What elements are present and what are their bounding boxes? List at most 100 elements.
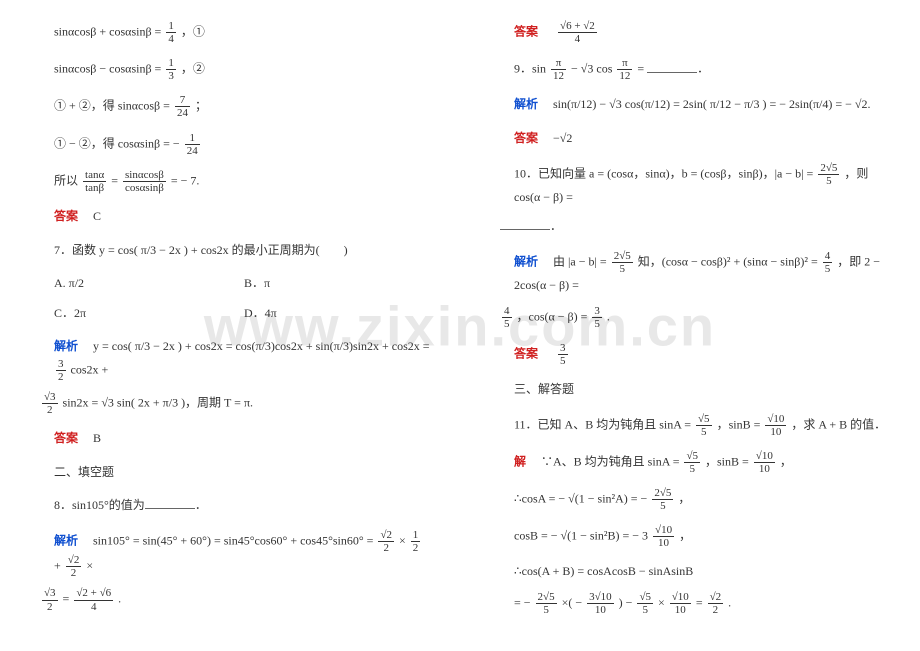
- question-8: 8．sin105°的值为 ．: [40, 495, 432, 517]
- a8-f2: 12: [411, 529, 421, 554]
- a10-l2-f2: 35: [592, 305, 602, 330]
- s11-l1-tail: ，: [780, 454, 792, 468]
- a7-body2: sin2x = √3 sin( 2x + π/3 )，周期 T = π.: [63, 395, 253, 409]
- question-10-line2: ．: [500, 216, 892, 238]
- answer-8-label: 答案: [514, 24, 538, 38]
- answer-8-frac: √6 + √24: [558, 20, 597, 45]
- analysis-8-label: 解析: [54, 533, 78, 547]
- q10-blank: [500, 218, 550, 230]
- eq3a-frac: 724: [175, 94, 190, 119]
- eq-line-1: sinαcosβ + cosαsinβ = 14 ，①: [40, 20, 432, 45]
- q7-choices-row1: A. π/2 B．π: [40, 273, 432, 295]
- s11-l5-f2: 3√1010: [587, 591, 614, 616]
- s11-l5-f4: √1010: [670, 591, 691, 616]
- s11-l2a: ∴cosA = − √(1 − sin²A) = −: [514, 491, 650, 505]
- answer-6-val: C: [81, 209, 101, 223]
- q8-blank: [145, 497, 195, 509]
- s11-l1-f1: √55: [684, 450, 700, 475]
- question-7: 7．函数 y = cos( π/3 − 2x ) + cos2x 的最小正周期为…: [40, 240, 432, 262]
- a10-l2-dot: .: [607, 309, 610, 323]
- q9-f2: π12: [617, 57, 632, 82]
- q10-dot: ．: [550, 219, 562, 233]
- answer-9: 答案 −√2: [500, 128, 892, 150]
- solve-11-label: 解: [514, 454, 526, 468]
- s11-l3-tail: ，: [679, 529, 691, 543]
- q11-tail: ，求 A + B 的值．: [791, 417, 886, 431]
- analysis-7-label: 解析: [54, 339, 78, 353]
- s11-l5a: = −: [514, 595, 534, 609]
- q11-f1: √55: [696, 413, 712, 438]
- a10-f1: 2√55: [612, 250, 633, 275]
- q10-a: 10．已知向量 a = (cosα，sinα)，b = (cosβ，sinβ)，…: [514, 166, 816, 180]
- q7-choice-d: D．4π: [244, 303, 277, 325]
- eq-line-4: 所以 tanαtanβ = sinαcosβcosαsinβ = − 7.: [40, 169, 432, 194]
- eq3a-tail: ；: [195, 99, 207, 113]
- a10-b1b: 知，(cosα − cosβ)² + (sinα − sinβ)² =: [638, 254, 821, 268]
- analysis-8-line1: 解析 sin105° = sin(45° + 60°) = sin45°cos6…: [40, 529, 432, 579]
- solution-11-line4: ∴cos(A + B) = cosAcosB − sinAsinB: [500, 561, 892, 583]
- q10-frac: 2√55: [818, 162, 839, 187]
- q8-tail: ．: [195, 498, 207, 512]
- q9-f1: π12: [551, 57, 566, 82]
- q7-paren: ( π/3 − 2x ): [134, 243, 188, 257]
- answer-6-label: 答案: [54, 209, 78, 223]
- q11-f2: √1010: [765, 413, 786, 438]
- left-page: sinαcosβ + cosαsinβ = 14 ，① sinαcosβ − c…: [0, 0, 460, 651]
- a8-l2-dot: .: [118, 592, 121, 606]
- answer-7-val: B: [81, 431, 101, 445]
- a8-m1: ×: [399, 533, 406, 547]
- eq-line-2: sinαcosβ − cosαsinβ = 13 ，②: [40, 57, 432, 82]
- eq3b-frac: 124: [185, 132, 200, 157]
- analysis-7-line2: √32 sin2x = √3 sin( 2x + π/3 )，周期 T = π.: [40, 391, 432, 416]
- s11-l2-f: 2√55: [652, 487, 673, 512]
- q7-tail: + cos2x 的最小正周期为( ): [188, 243, 348, 257]
- s11-l5-m2: ) −: [619, 595, 636, 609]
- s11-l5-m1: ×( −: [562, 595, 586, 609]
- q11-a: 11．已知 A、B 均为钝角且 sinA =: [514, 417, 694, 431]
- eq4-frac2: sinαcosβcosαsinβ: [123, 169, 166, 194]
- answer-10-frac: 35: [558, 342, 568, 367]
- eq3a-text: ① + ②，得 sinαcosβ =: [54, 99, 173, 113]
- a8-f1: √22: [378, 529, 394, 554]
- eq2-text: sinαcosβ − cosαsinβ =: [54, 62, 164, 76]
- q7-choice-c: C．2π: [54, 303, 244, 325]
- right-page: 答案 √6 + √24 9．sin π12 − √3 cos π12 = ． 解…: [460, 0, 920, 651]
- analysis-10-line1: 解析 由 |a − b| = 2√55 知，(cosα − cosβ)² + (…: [500, 250, 892, 297]
- a8-f3: √22: [66, 554, 82, 579]
- answer-9-val: −√2: [541, 131, 572, 145]
- a10-l2-f1: 45: [502, 305, 512, 330]
- section-3-heading: 三、解答题: [500, 379, 892, 401]
- eq1-frac: 14: [166, 20, 176, 45]
- analysis-10-label: 解析: [514, 254, 538, 268]
- eq-line-3a: ① + ②，得 sinαcosβ = 724 ；: [40, 94, 432, 119]
- q9-tail: =: [637, 62, 647, 76]
- analysis-9: 解析 sin(π/12) − √3 cos(π/12) = 2sin( π/12…: [500, 94, 892, 116]
- solution-11-line3: cosB = − √(1 − sin²B) = − 3 √1010 ，: [500, 524, 892, 549]
- sec3-text: 三、解答题: [514, 382, 574, 396]
- answer-10-label: 答案: [514, 346, 538, 360]
- a10-f2: 45: [823, 250, 833, 275]
- s11-l5-f3: √55: [637, 591, 653, 616]
- s11-l5-f5: √22: [708, 591, 724, 616]
- a8-body: sin105° = sin(45° + 60°) = sin45°cos60° …: [81, 533, 376, 547]
- answer-7-label: 答案: [54, 431, 78, 445]
- eq4-eq: =: [111, 173, 121, 187]
- q9-blank: [647, 61, 697, 73]
- answer-9-label: 答案: [514, 131, 538, 145]
- question-10-line1: 10．已知向量 a = (cosα，sinα)，b = (cosβ，sinβ)，…: [500, 162, 892, 209]
- a8-l2-f1: √32: [42, 587, 58, 612]
- s11-l1-f2: √1010: [754, 450, 775, 475]
- eq1-tail: ，①: [181, 24, 205, 38]
- q8-text: 8．sin105°的值为: [54, 498, 145, 512]
- analysis-7-line1: 解析 y = cos( π/3 − 2x ) + cos2x = cos(π/3…: [40, 336, 432, 383]
- s11-l3a: cosB = − √(1 − sin²B) = − 3: [514, 529, 648, 543]
- q9-a: 9．sin: [514, 62, 546, 76]
- a9-body: sin(π/12) − √3 cos(π/12) = 2sin( π/12 − …: [541, 97, 871, 111]
- question-9: 9．sin π12 − √3 cos π12 = ．: [500, 57, 892, 82]
- eq3b-text: ① − ②，得 cosαsinβ = −: [54, 136, 180, 150]
- eq4-pre: 所以: [54, 173, 78, 187]
- sec2-text: 二、填空题: [54, 465, 114, 479]
- s11-l5-m4: =: [696, 595, 706, 609]
- s11-l5-f1: 2√55: [536, 591, 557, 616]
- analysis-9-label: 解析: [514, 97, 538, 111]
